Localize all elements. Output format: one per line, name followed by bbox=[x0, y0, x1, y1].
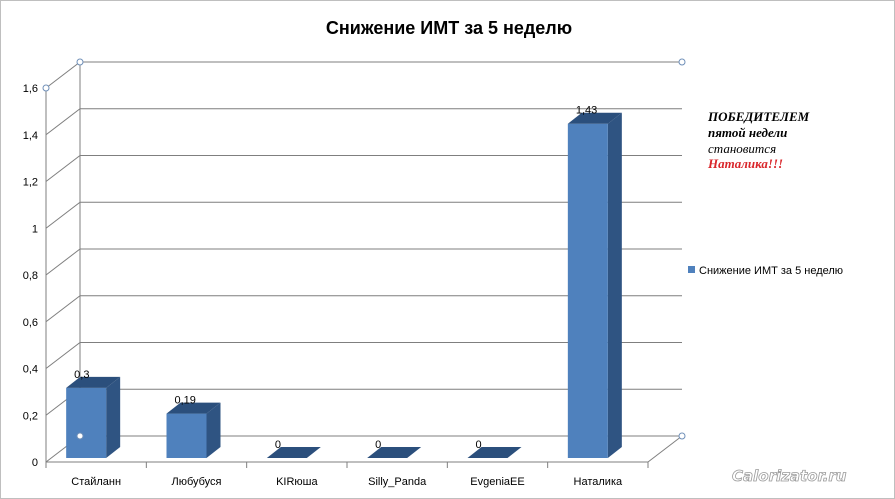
y-tick-label: 1,4 bbox=[23, 130, 38, 142]
plot-area: 0 0,2 0,4 0,6 0,8 1 1,2 1,4 1,6 Стайланн Любубуся K… bbox=[23, 58, 686, 488]
bar bbox=[166, 413, 207, 458]
x-tick-label: EvgeniaEE bbox=[470, 476, 524, 488]
bar-side bbox=[106, 376, 121, 458]
bar-top bbox=[567, 112, 622, 124]
bar bbox=[567, 123, 608, 459]
bar-top bbox=[166, 402, 221, 414]
bar-side bbox=[607, 112, 622, 459]
bar-top bbox=[367, 447, 422, 458]
y-tick-label: 0,2 bbox=[23, 410, 38, 422]
selection-handle bbox=[678, 432, 686, 440]
data-label: 0,19 bbox=[175, 395, 196, 407]
selection-handle bbox=[42, 84, 50, 92]
data-label: 0,3 bbox=[74, 369, 89, 381]
legend: Снижение ИМТ за 5 неделю bbox=[688, 265, 843, 277]
selection-handle bbox=[76, 432, 84, 440]
annotation-line-4: Наталика!!! bbox=[707, 156, 783, 171]
watermark: Calorizator.ru bbox=[732, 467, 847, 485]
x-tick-label: Стайланн bbox=[71, 476, 121, 488]
legend-label: Снижение ИМТ за 5 неделю bbox=[699, 265, 843, 277]
y-tick-label: 0 bbox=[32, 457, 38, 469]
y-tick-label: 0,4 bbox=[23, 364, 38, 376]
chart-title: Снижение ИМТ за 5 неделю bbox=[326, 18, 572, 38]
x-tick-label: Silly_Panda bbox=[368, 476, 427, 488]
x-tick-label: KIRюша bbox=[276, 476, 318, 488]
annotation-line-3: становится bbox=[708, 141, 776, 156]
data-label: 1,43 bbox=[576, 105, 597, 117]
floor-edge-right bbox=[647, 435, 683, 463]
bar-top bbox=[66, 376, 121, 388]
bar bbox=[66, 387, 107, 458]
bar-side bbox=[206, 402, 221, 458]
y-tick-label: 1,2 bbox=[23, 177, 38, 189]
winner-annotation: ПОБЕДИТЕЛЕМ пятой недели становится Ната… bbox=[707, 109, 810, 171]
annotation-line-2: пятой недели bbox=[708, 125, 787, 140]
selection-handle bbox=[678, 58, 686, 66]
y-tick-label: 0,8 bbox=[23, 270, 38, 282]
x-tick-label: Наталика bbox=[574, 476, 623, 488]
bar-top bbox=[467, 447, 522, 458]
y-tick-label: 0,6 bbox=[23, 317, 38, 329]
y-tick-label: 1 bbox=[32, 223, 38, 235]
x-tick-label: Любубуся bbox=[171, 476, 221, 488]
legend-swatch bbox=[688, 266, 695, 273]
bar-top bbox=[266, 447, 321, 458]
data-label: 0 bbox=[375, 439, 381, 451]
annotation-line-1: ПОБЕДИТЕЛЕМ bbox=[707, 109, 810, 124]
y-tick-label: 1,6 bbox=[23, 83, 38, 95]
data-label: 0 bbox=[275, 439, 281, 451]
selection-handle bbox=[76, 58, 84, 66]
data-label: 0 bbox=[476, 439, 482, 451]
